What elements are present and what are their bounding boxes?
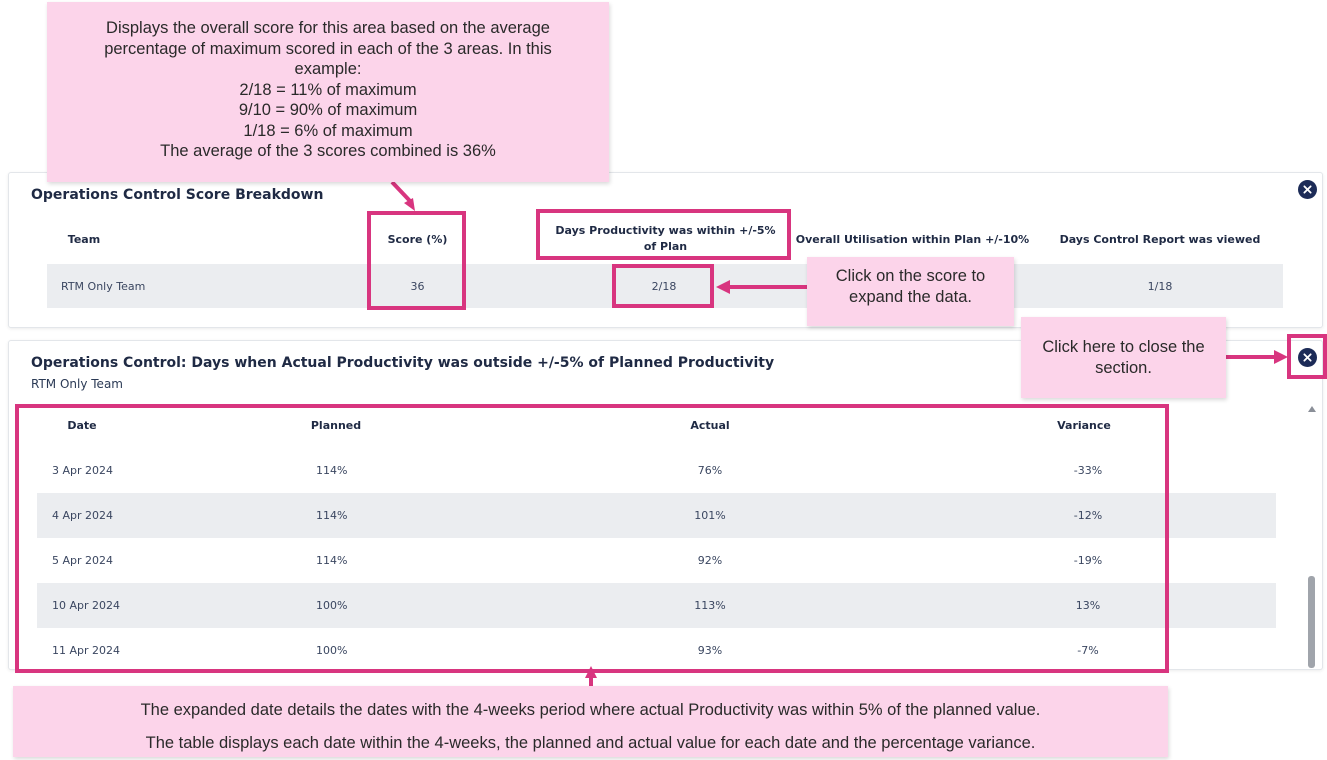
productivity-score-link[interactable]: 2/18 <box>651 280 677 293</box>
actual-cell: 92% <box>697 554 723 567</box>
scroll-up-arrow-icon[interactable] <box>1308 406 1316 412</box>
detail-table-annotation: The expanded date details the dates with… <box>13 686 1168 757</box>
score-highlight-box <box>367 211 466 310</box>
annotation-line: section. <box>1095 358 1152 377</box>
detail-table-highlight-box <box>15 404 1169 673</box>
table-row <box>47 264 1283 308</box>
header-score: Score (%) <box>387 233 448 246</box>
annotation-line: 1/18 = 6% of maximum <box>243 121 413 140</box>
annotation-line: 9/10 = 90% of maximum <box>238 101 418 119</box>
annotation-line: Click on the score to <box>835 267 986 285</box>
table-row-band <box>37 493 1276 538</box>
annotation-line: percentage of maximum scored in each of … <box>104 39 552 58</box>
header-actual: Actual <box>690 419 730 432</box>
header-report-viewed: Days Control Report was viewed <box>1059 233 1261 246</box>
date-cell: 10 Apr 2024 <box>52 599 121 612</box>
annotation-line: example: <box>294 60 362 78</box>
expand-data-annotation: Click on the score to expand the data. <box>807 257 1014 326</box>
planned-cell: 114% <box>316 554 348 567</box>
variance-cell: -19% <box>1073 554 1103 567</box>
overall-score-annotation: Displays the overall score for this area… <box>47 2 609 182</box>
header-planned: Planned <box>310 419 362 432</box>
annotation-line: expand the data. <box>849 287 972 306</box>
breakdown-title: Operations Control Score Breakdown <box>31 187 324 203</box>
detail-subtitle: RTM Only Team <box>31 377 123 391</box>
planned-cell: 100% <box>316 599 348 612</box>
header-productivity: Days Productivity was within +/-5% of Pl… <box>555 224 776 253</box>
date-cell: 3 Apr 2024 <box>52 464 114 477</box>
actual-cell: 93% <box>697 644 723 657</box>
header-date: Date <box>67 419 97 432</box>
report-viewed-score-link[interactable]: 1/18 <box>1147 280 1173 293</box>
productivity-score-highlight-box <box>612 264 714 308</box>
header-utilisation: Overall Utilisation within Plan +/-10% <box>795 233 1030 246</box>
annotation-line: 2/18 = 11% of maximum <box>239 80 417 99</box>
date-cell: 11 Apr 2024 <box>52 644 121 657</box>
actual-cell: 76% <box>697 464 723 477</box>
header-variance: Variance <box>1057 419 1111 432</box>
team-cell: RTM Only Team <box>61 280 146 293</box>
date-cell: 4 Apr 2024 <box>52 509 114 522</box>
close-circle-icon <box>1303 185 1312 194</box>
date-cell: 5 Apr 2024 <box>52 554 114 567</box>
close-breakdown-button[interactable] <box>1298 180 1317 199</box>
close-button-highlight-box <box>1287 334 1327 379</box>
annotation-line: The table displays each date within the … <box>145 734 1036 752</box>
actual-cell: 113% <box>694 599 726 612</box>
productivity-header-highlight-box <box>536 209 791 260</box>
planned-cell: 100% <box>316 644 348 657</box>
annotation-line: The expanded date details the dates with… <box>140 701 1041 719</box>
annotation-line: The average of the 3 scores combined is … <box>160 142 496 160</box>
variance-cell: -12% <box>1073 509 1103 522</box>
actual-cell: 101% <box>694 509 726 522</box>
table-row-band <box>37 583 1276 628</box>
close-section-annotation: Click here to close the section. <box>1021 317 1226 398</box>
planned-cell: 114% <box>316 509 348 522</box>
planned-cell: 114% <box>316 464 348 477</box>
variance-cell: -33% <box>1073 464 1103 477</box>
close-circle-icon <box>1303 353 1312 362</box>
detail-title: Operations Control: Days when Actual Pro… <box>31 355 775 371</box>
scrollbar-thumb[interactable] <box>1308 576 1315 668</box>
close-detail-button[interactable] <box>1298 348 1317 367</box>
variance-cell: -7% <box>1077 644 1099 657</box>
score-cell: 36 <box>410 280 425 293</box>
variance-cell: 13% <box>1075 599 1101 612</box>
header-team: Team <box>67 233 101 246</box>
annotation-line: Click here to close the <box>1042 338 1205 356</box>
annotation-line: Displays the overall score for this area… <box>106 19 550 37</box>
